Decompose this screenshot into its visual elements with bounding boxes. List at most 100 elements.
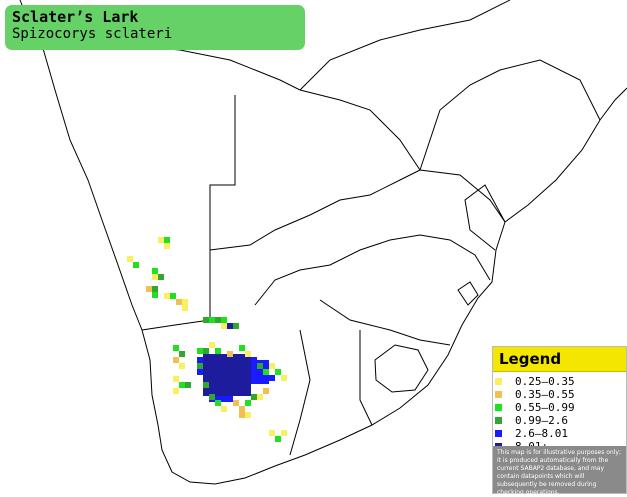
grid-cell <box>173 388 179 394</box>
grid-cell <box>197 363 203 369</box>
legend-label: 0.25–0.35 <box>515 375 575 388</box>
grid-cell <box>263 369 269 375</box>
grid-cell <box>221 317 227 323</box>
legend-item: 2.6–8.01 <box>495 427 626 440</box>
border <box>464 184 506 251</box>
grid-cell <box>179 363 185 369</box>
grid-cell <box>269 363 275 369</box>
grid-cell <box>203 317 209 323</box>
grid-cell <box>251 360 269 384</box>
legend-swatch <box>495 378 502 385</box>
grid-cell <box>203 354 251 396</box>
legend-swatch <box>495 430 502 437</box>
grid-cell <box>275 369 281 375</box>
province-border <box>319 299 451 346</box>
legend-label: 0.35–0.55 <box>515 388 575 401</box>
grid-cell <box>245 412 251 418</box>
title: Sclater’s Lark <box>12 8 139 26</box>
grid-cell <box>170 293 176 299</box>
legend-label: 0.99–2.6 <box>515 414 568 427</box>
grid-cell <box>239 406 245 412</box>
border <box>254 234 491 306</box>
grid-cell <box>275 436 281 442</box>
grid-cell <box>182 305 188 311</box>
eswatini <box>457 281 479 306</box>
legend-label: 2.6–8.01 <box>515 427 568 440</box>
grid-cell <box>245 351 251 357</box>
grid-cell <box>245 400 251 406</box>
grid-cell <box>176 299 182 305</box>
grid-cell <box>179 351 185 357</box>
legend: Legend 0.25–0.35 0.35–0.55 0.55–0.99 0.99–2… <box>492 346 627 496</box>
grid-cell <box>197 369 203 375</box>
grid-cell <box>281 430 287 436</box>
grid-cell <box>221 323 227 329</box>
grid-cell <box>164 237 170 243</box>
subtitle: Spizocorys sclateri <box>12 26 173 42</box>
legend-item: 0.25–0.35 <box>495 375 626 388</box>
disclaimer: This map is for illustrative purposes on… <box>493 446 626 496</box>
grid-cell <box>215 348 221 354</box>
grid-cell <box>257 363 263 369</box>
border <box>209 169 421 251</box>
grid-cell <box>158 237 164 243</box>
province-border <box>289 329 311 456</box>
legend-swatch <box>495 391 502 398</box>
grid-cell <box>152 268 158 274</box>
grid-cell <box>164 243 170 249</box>
grid-cell <box>173 357 179 363</box>
grid-cell <box>179 382 185 388</box>
grid-cell <box>221 406 227 412</box>
legend-label: 0.55–0.99 <box>515 401 575 414</box>
grid-cell <box>257 394 263 400</box>
grid-cell <box>209 317 215 323</box>
grid-cell <box>152 286 158 292</box>
grid-cell <box>173 376 179 382</box>
grid-cell <box>269 375 275 381</box>
border <box>141 319 211 331</box>
border <box>209 95 236 320</box>
grid-cell <box>281 375 287 381</box>
legend-item: 0.35–0.55 <box>495 388 626 401</box>
grid-cell <box>233 400 239 406</box>
grid-cell <box>269 430 275 436</box>
grid-cell <box>197 348 203 354</box>
grid-cell <box>263 388 269 394</box>
grid-cell <box>239 345 245 351</box>
grid-cell <box>239 412 245 418</box>
grid-cells <box>127 237 287 442</box>
coastline <box>19 0 627 485</box>
legend-item: 0.55–0.99 <box>495 401 626 414</box>
grid-cell <box>173 345 179 351</box>
grid-cell <box>209 394 215 400</box>
grid-cell <box>152 292 158 298</box>
grid-cell <box>127 256 133 262</box>
legend-swatch <box>495 417 502 424</box>
grid-cell <box>185 382 191 388</box>
grid-cell <box>164 293 170 299</box>
border <box>419 59 601 171</box>
grid-cell <box>197 357 203 363</box>
grid-cell <box>203 382 209 388</box>
province-border <box>359 330 373 426</box>
border <box>299 89 506 223</box>
grid-cell <box>251 357 257 363</box>
grid-cell <box>215 400 221 406</box>
grid-cell <box>182 299 188 305</box>
grid-cell <box>233 323 239 329</box>
title-box: Sclater’s Lark Spizocorys sclateri <box>5 5 305 50</box>
legend-swatch <box>495 404 502 411</box>
legend-item: 0.99–2.6 <box>495 414 626 427</box>
legend-title: Legend <box>493 347 626 372</box>
grid-cell <box>251 394 257 400</box>
grid-cell <box>227 323 233 329</box>
grid-cell <box>227 351 233 357</box>
grid-cell <box>203 348 209 354</box>
grid-cell <box>152 274 158 280</box>
grid-cell <box>158 274 164 280</box>
grid-cell <box>209 342 215 348</box>
grid-cell <box>215 317 221 323</box>
grid-cell <box>209 396 233 402</box>
grid-cell <box>146 286 152 292</box>
